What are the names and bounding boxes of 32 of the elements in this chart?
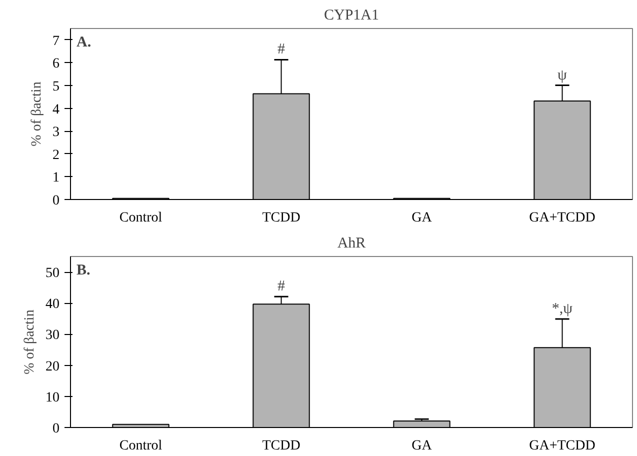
x-tick-label: Control bbox=[119, 210, 162, 226]
chart-title: AhR bbox=[337, 236, 366, 252]
y-tick-label: 2 bbox=[52, 148, 60, 163]
y-tick-label: 20 bbox=[46, 359, 60, 374]
y-tick-label: 10 bbox=[46, 390, 60, 406]
y-axis-title: % of βactin bbox=[22, 310, 38, 374]
x-tick-label: TCDD bbox=[262, 438, 300, 454]
annotation: *,ψ bbox=[552, 300, 574, 317]
y-tick-label: 0 bbox=[52, 194, 60, 208]
x-tick-label: GA bbox=[412, 438, 433, 454]
annotation: A. bbox=[76, 34, 92, 50]
y-tick-label: 4 bbox=[52, 102, 60, 118]
y-tick-label: 6 bbox=[52, 56, 60, 72]
y-tick-label: 3 bbox=[52, 125, 60, 140]
y-tick-label: 30 bbox=[46, 328, 60, 344]
x-tick-label: GA+TCDD bbox=[529, 438, 596, 454]
y-tick-label: 40 bbox=[46, 297, 60, 312]
y-axis-title: % of βactin bbox=[30, 82, 44, 146]
y-tick-label: 0 bbox=[52, 422, 60, 436]
y-tick-label: 5 bbox=[52, 80, 60, 94]
annotation: B. bbox=[76, 262, 91, 278]
x-tick-label: TCDD bbox=[262, 210, 300, 226]
annotation: # bbox=[278, 278, 286, 295]
annotation: ψ bbox=[558, 67, 568, 84]
x-tick-label: GA bbox=[412, 210, 433, 226]
annotation: # bbox=[278, 42, 286, 58]
y-tick-label: 1 bbox=[52, 170, 60, 186]
x-tick-label: GA+TCDD bbox=[529, 210, 596, 226]
x-tick-label: Control bbox=[119, 438, 162, 454]
y-tick-label: 50 bbox=[46, 266, 60, 282]
y-tick-label: 7 bbox=[52, 34, 60, 49]
chart-title: CYP1A1 bbox=[324, 8, 380, 24]
